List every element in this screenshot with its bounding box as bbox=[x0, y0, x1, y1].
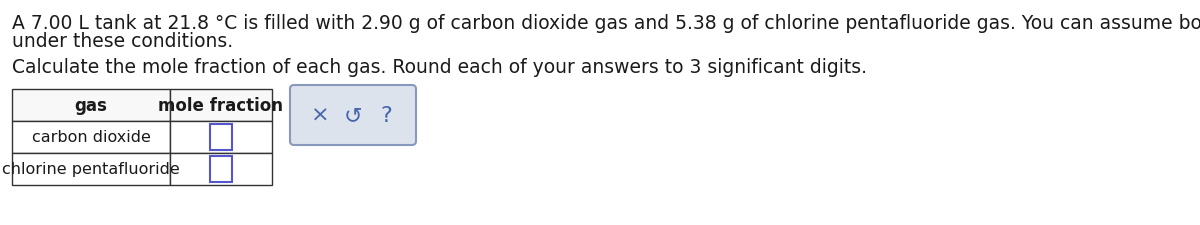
Text: under these conditions.: under these conditions. bbox=[12, 32, 233, 51]
Bar bbox=[210, 156, 232, 182]
Text: ↺: ↺ bbox=[343, 106, 362, 126]
Text: A 7.00 L tank at 21.8 °C is filled with 2.90 g of carbon dioxide gas and 5.38 g : A 7.00 L tank at 21.8 °C is filled with … bbox=[12, 14, 1200, 33]
Text: carbon dioxide: carbon dioxide bbox=[31, 130, 150, 145]
Text: ?: ? bbox=[380, 106, 392, 126]
Text: gas: gas bbox=[74, 97, 108, 115]
Bar bbox=[12, 90, 170, 122]
Bar bbox=[170, 153, 272, 185]
Bar bbox=[12, 122, 170, 153]
Text: mole fraction: mole fraction bbox=[158, 97, 283, 115]
Bar bbox=[210, 124, 232, 150]
Text: chlorine pentafluoride: chlorine pentafluoride bbox=[2, 162, 180, 177]
Text: ×: × bbox=[311, 106, 329, 126]
Text: Calculate the mole fraction of each gas. Round each of your answers to 3 signifi: Calculate the mole fraction of each gas.… bbox=[12, 58, 866, 77]
Bar bbox=[12, 153, 170, 185]
Bar bbox=[170, 122, 272, 153]
Bar bbox=[170, 90, 272, 122]
FancyBboxPatch shape bbox=[290, 86, 416, 145]
